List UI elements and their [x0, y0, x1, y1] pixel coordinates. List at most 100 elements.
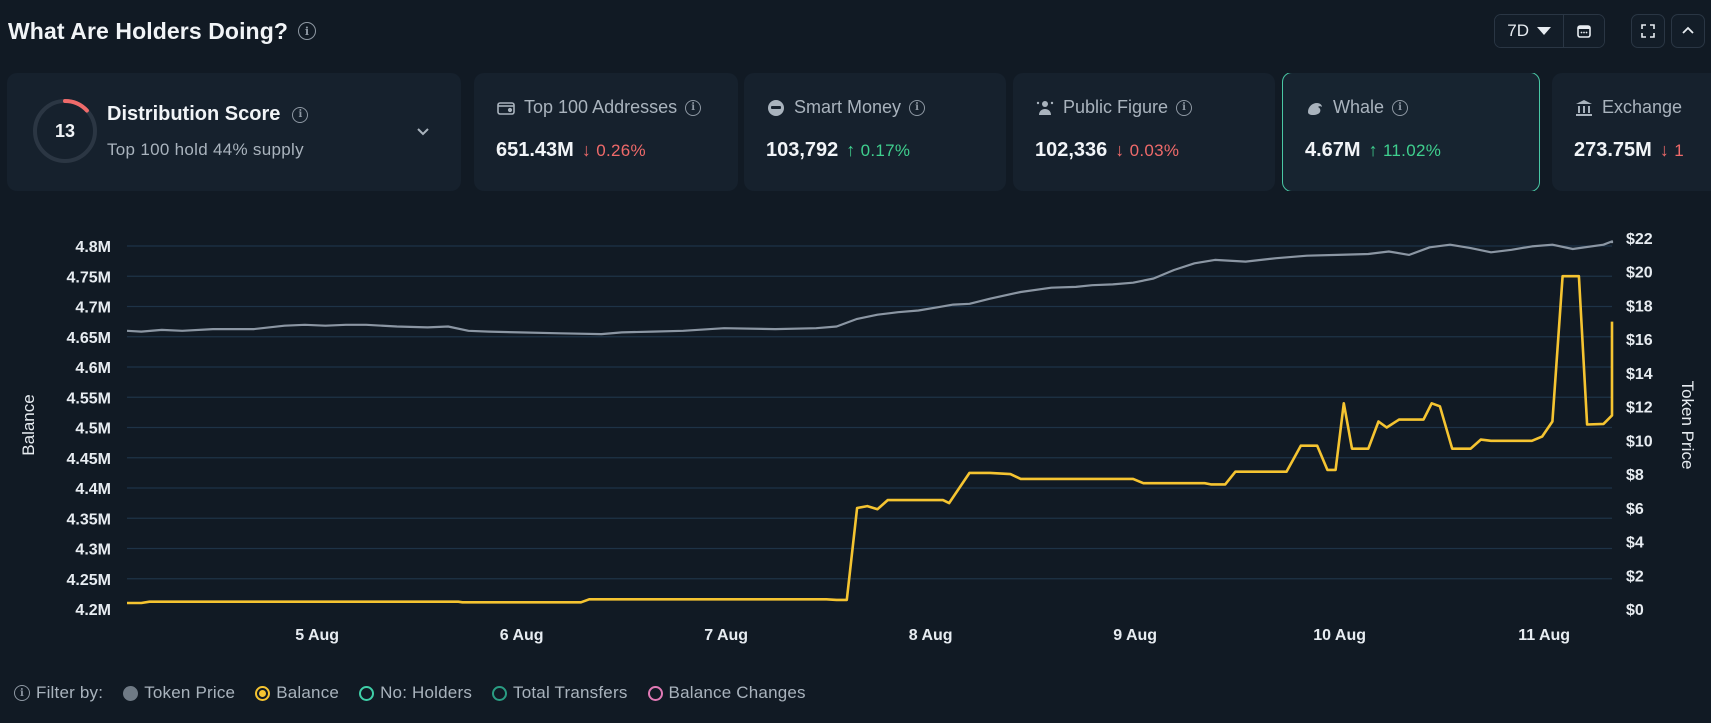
metric-value: 103,792	[766, 139, 839, 161]
y-tick-label: 4.3M	[75, 542, 111, 559]
x-tick-label: 6 Aug	[500, 627, 544, 644]
x-tick-label: 7 Aug	[704, 627, 748, 644]
metric-card-exchange[interactable]: Exchange 273.75M ↓ 1	[1552, 73, 1711, 191]
metric-header: Top 100 Addresses i	[496, 97, 702, 118]
holders-chart[interactable]: 4.2M 4.25M 4.3M 4.35M 4.4M 4.45M 4.5M 4.55M 4.6M…	[0, 200, 1711, 660]
y-tick-label: 4.7M	[75, 300, 111, 317]
info-icon[interactable]: i	[909, 99, 926, 116]
legend-label: Token Price	[144, 683, 236, 702]
range-label: 7D	[1507, 21, 1529, 40]
legend-dot	[255, 685, 271, 701]
y2-tick-label: $6	[1626, 501, 1644, 518]
info-icon[interactable]: i	[298, 22, 317, 40]
y2-tick-label: $2	[1626, 568, 1644, 585]
legend-dot	[359, 685, 375, 701]
y-tick-label: 4.4M	[75, 481, 111, 498]
y2-tick-label: $12	[1626, 400, 1653, 417]
info-icon[interactable]: i	[1392, 99, 1409, 116]
arrow-up-icon: ↑	[846, 140, 856, 160]
distribution-title-row: Distribution Score i	[107, 103, 309, 126]
change-value: 0.17%	[860, 141, 911, 160]
legend-no-holders[interactable]: No: Holders	[359, 683, 472, 703]
distribution-score-card[interactable]: 13 Distribution Score i Top 100 hold 44%…	[7, 73, 461, 191]
change-value: 1	[1674, 141, 1684, 160]
y2-tick-label: $10	[1626, 433, 1653, 450]
info-icon[interactable]: i	[1176, 99, 1193, 116]
collapse-button[interactable]	[1671, 14, 1705, 48]
legend-label: Balance	[276, 683, 340, 702]
expand-icon	[1641, 24, 1655, 38]
y-tick-label: 4.55M	[67, 390, 111, 407]
legend-balance[interactable]: Balance	[255, 683, 339, 703]
x-tick-label: 10 Aug	[1313, 627, 1366, 644]
legend-dot	[492, 685, 508, 701]
metric-label: Smart Money	[794, 97, 902, 117]
metric-label: Public Figure	[1063, 97, 1169, 117]
metric-card-smart-money[interactable]: Smart Money i 103,792 ↑ 0.17%	[744, 73, 1006, 191]
page-title: What Are Holders Doing?	[8, 17, 289, 44]
metric-header: Public Figure i	[1035, 97, 1193, 118]
metric-header: Smart Money i	[766, 97, 926, 118]
smart-money-icon	[768, 99, 784, 116]
balance-line	[127, 274, 1614, 605]
metric-cards: 13 Distribution Score i Top 100 hold 44%…	[7, 73, 1711, 191]
calendar-button[interactable]	[1563, 15, 1604, 47]
y2-axis-label: Token Price	[1678, 381, 1697, 470]
y2-tick-label: $20	[1626, 265, 1653, 282]
y2-tick-label: $14	[1626, 366, 1653, 383]
y-tick-label: 4.5M	[75, 421, 111, 438]
arrow-down-icon: ↓	[1659, 140, 1670, 160]
legend-total-transfers[interactable]: Total Transfers	[492, 683, 628, 703]
info-icon[interactable]: i	[292, 106, 309, 123]
distribution-subtitle: Top 100 hold 44% supply	[107, 140, 304, 159]
metric-value-row: 4.67M ↑ 11.02%	[1305, 139, 1441, 162]
legend-balance-changes[interactable]: Balance Changes	[647, 683, 806, 703]
range-dropdown[interactable]: 7D	[1495, 15, 1563, 47]
change-value: 0.26%	[596, 141, 646, 160]
legend-dot	[123, 685, 139, 701]
metric-card-top-100[interactable]: Top 100 Addresses i 651.43M ↓ 0.26%	[474, 73, 738, 191]
legend-label: Total Transfers	[513, 683, 628, 702]
legend-token-price[interactable]: Token Price	[123, 683, 235, 703]
fullscreen-button[interactable]	[1631, 14, 1665, 48]
filter-by-label: i Filter by:	[14, 683, 103, 703]
metric-value-row: 102,336 ↓ 0.03%	[1035, 139, 1179, 162]
arrow-down-icon: ↓	[581, 140, 592, 160]
y-tick-label: 4.45M	[67, 451, 111, 468]
public-figure-icon	[1036, 100, 1054, 115]
filter-prefix: Filter by:	[36, 683, 104, 702]
y-tick-label: 4.6M	[75, 360, 111, 377]
calendar-icon	[1577, 25, 1591, 38]
chevron-down-icon[interactable]	[415, 123, 431, 139]
x-tick-label: 9 Aug	[1113, 627, 1157, 644]
metric-value-row: 651.43M ↓ 0.26%	[496, 139, 646, 162]
metric-change: ↑ 11.02%	[1369, 140, 1442, 161]
metric-header: Whale i	[1305, 97, 1409, 118]
metric-value-row: 103,792 ↑ 0.17%	[766, 139, 910, 162]
metric-change: ↓ 1	[1660, 140, 1684, 161]
metric-label: Exchange	[1602, 97, 1683, 117]
metric-label: Top 100 Addresses	[524, 97, 678, 117]
y-tick-label: 4.25M	[67, 572, 111, 589]
change-value: 11.02%	[1382, 141, 1442, 160]
metric-card-public-figure[interactable]: Public Figure i 102,336 ↓ 0.03%	[1013, 73, 1275, 191]
y2-tick-label: $16	[1626, 332, 1653, 349]
metric-card-whale[interactable]: Whale i 4.67M ↑ 11.02%	[1282, 73, 1540, 191]
change-value: 0.03%	[1129, 141, 1180, 160]
metric-label: Whale	[1333, 97, 1385, 117]
info-icon[interactable]: i	[685, 99, 702, 116]
x-tick-label: 11 Aug	[1518, 627, 1570, 644]
x-tick-label: 8 Aug	[909, 627, 953, 644]
chevron-up-icon	[1682, 26, 1694, 34]
arrow-down-icon: ↓	[1115, 140, 1125, 160]
score-value: 13	[54, 120, 76, 141]
metric-change: ↓ 0.03%	[1115, 140, 1179, 161]
y-tick-label: 4.65M	[67, 330, 111, 347]
legend-dot	[647, 685, 663, 701]
whale-icon	[1308, 102, 1322, 115]
metric-value: 273.75M	[1574, 139, 1652, 161]
distribution-title: Distribution Score	[107, 103, 281, 125]
info-icon[interactable]: i	[14, 685, 30, 701]
exchange-icon	[1576, 99, 1592, 116]
y-tick-label: 4.75M	[67, 269, 111, 286]
